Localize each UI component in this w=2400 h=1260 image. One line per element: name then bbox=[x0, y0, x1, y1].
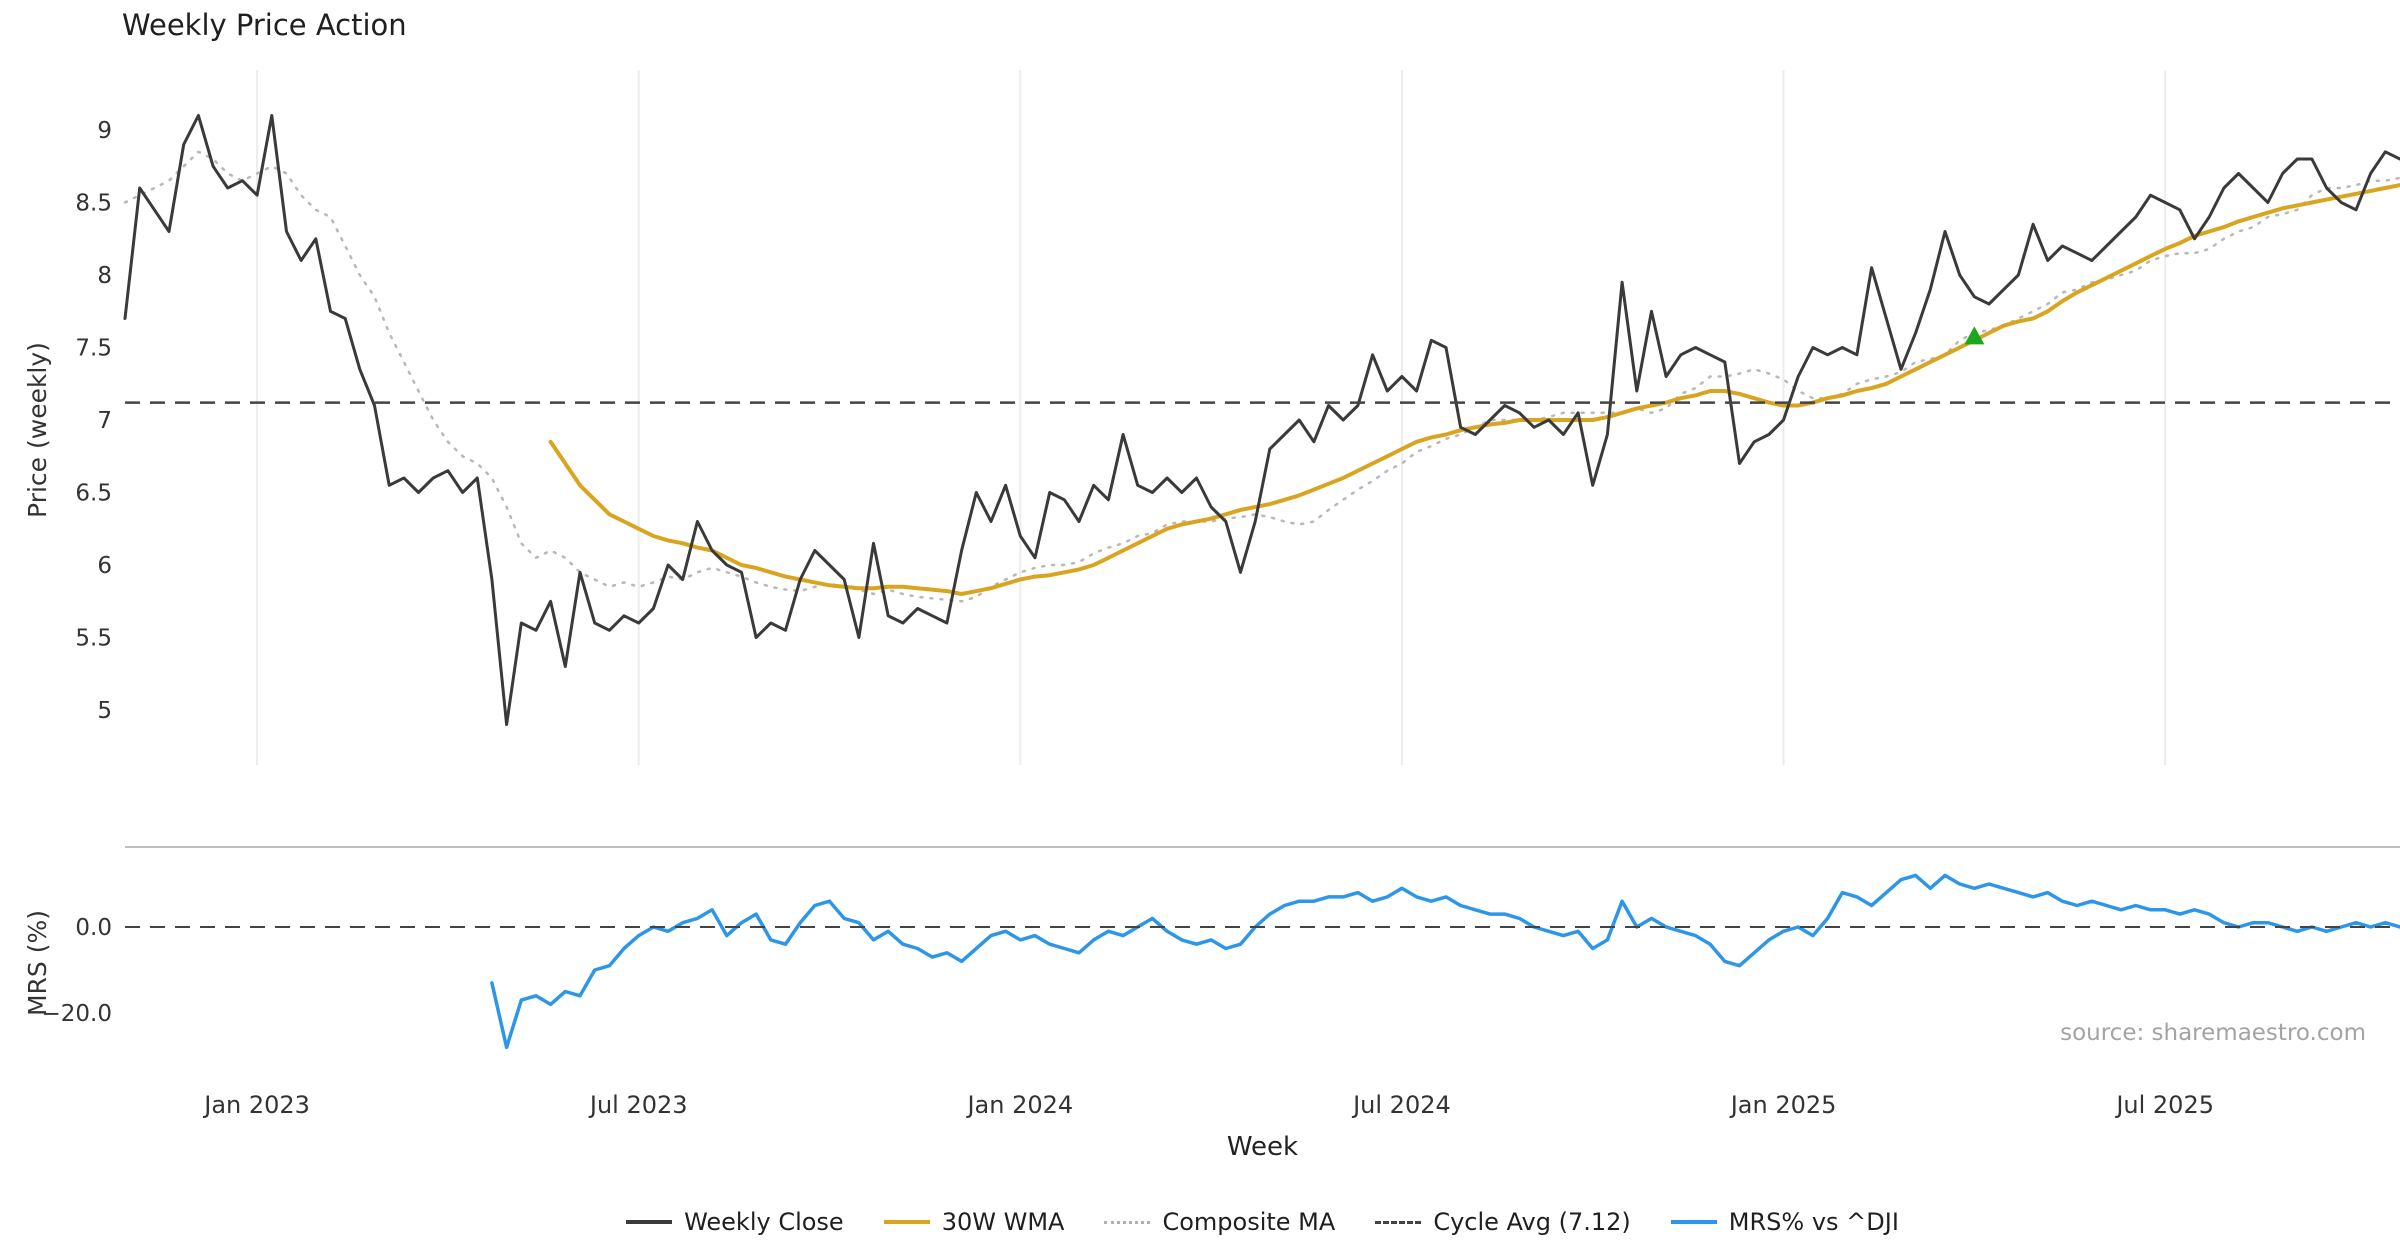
legend-swatch-composite-ma-line bbox=[1104, 1220, 1151, 1224]
svg-text:Jan 2023: Jan 2023 bbox=[202, 1091, 310, 1119]
legend-item-cycle-avg: Cycle Avg (7.12) bbox=[1375, 1208, 1631, 1236]
svg-text:Jul 2024: Jul 2024 bbox=[1351, 1091, 1451, 1119]
legend-item-30w-wma: 30W WMA bbox=[883, 1208, 1065, 1236]
svg-text:Jul 2025: Jul 2025 bbox=[2114, 1091, 2214, 1119]
price-axis-label: Price (weekly) bbox=[23, 342, 52, 518]
legend-label-cycle-avg: Cycle Avg (7.12) bbox=[1433, 1208, 1631, 1236]
legend-swatch-mrs-line bbox=[1670, 1220, 1717, 1224]
svg-text:Jan 2025: Jan 2025 bbox=[1729, 1091, 1837, 1119]
svg-text:0.0: 0.0 bbox=[75, 915, 112, 941]
svg-text:6.5: 6.5 bbox=[75, 481, 112, 507]
legend-label-weekly-close: Weekly Close bbox=[684, 1208, 844, 1236]
svg-text:6: 6 bbox=[97, 553, 112, 579]
week-axis-label: Week bbox=[1226, 1132, 1299, 1162]
legend-item-weekly-close: Weekly Close bbox=[626, 1208, 844, 1236]
svg-text:5.5: 5.5 bbox=[75, 626, 112, 652]
svg-text:Jul 2023: Jul 2023 bbox=[588, 1091, 688, 1119]
svg-text:8.5: 8.5 bbox=[75, 191, 112, 217]
source-credit: source: sharemaestro.com bbox=[2060, 1020, 2366, 1046]
legend-label-30w-wma: 30W WMA bbox=[941, 1208, 1065, 1236]
legend-item-mrs: MRS% vs ^DJI bbox=[1670, 1208, 1899, 1236]
legend-label-composite-ma: Composite MA bbox=[1162, 1208, 1336, 1236]
svg-text:9: 9 bbox=[97, 118, 112, 144]
chart-title: Weekly Price Action bbox=[122, 8, 407, 42]
svg-text:−20.0: −20.0 bbox=[42, 1001, 112, 1027]
svg-text:7: 7 bbox=[97, 408, 112, 434]
legend-swatch-cycle-avg-line bbox=[1375, 1220, 1422, 1224]
legend-label-mrs: MRS% vs ^DJI bbox=[1728, 1208, 1899, 1236]
svg-text:8: 8 bbox=[97, 263, 112, 289]
svg-text:5: 5 bbox=[97, 698, 112, 724]
legend-swatch-30w-wma-line bbox=[883, 1220, 930, 1224]
legend-item-composite-ma: Composite MA bbox=[1104, 1208, 1335, 1236]
legend-swatch-weekly-close-line bbox=[626, 1220, 673, 1224]
mrs-axis-label: MRS (%) bbox=[23, 909, 52, 1017]
signal-triangle-marker bbox=[1964, 326, 1985, 345]
svg-text:7.5: 7.5 bbox=[75, 336, 112, 362]
svg-text:Jan 2024: Jan 2024 bbox=[965, 1091, 1073, 1119]
legend: Weekly Close 30W WMA Composite MA Cycle … bbox=[125, 1208, 2400, 1236]
